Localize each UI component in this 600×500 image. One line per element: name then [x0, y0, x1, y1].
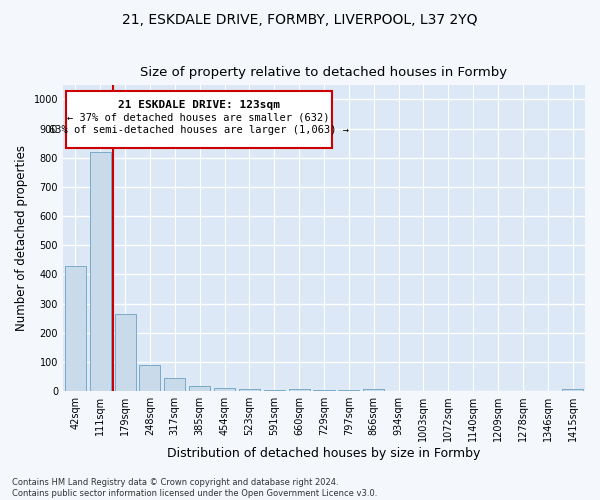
Text: Contains HM Land Registry data © Crown copyright and database right 2024.
Contai: Contains HM Land Registry data © Crown c… — [12, 478, 377, 498]
Bar — [363, 389, 384, 391]
Text: 63% of semi-detached houses are larger (1,063) →: 63% of semi-detached houses are larger (… — [49, 124, 349, 134]
Bar — [89, 152, 111, 391]
X-axis label: Distribution of detached houses by size in Formby: Distribution of detached houses by size … — [167, 447, 481, 460]
Bar — [289, 389, 310, 391]
Bar — [115, 314, 136, 391]
Bar — [164, 378, 185, 391]
Bar — [214, 388, 235, 391]
FancyBboxPatch shape — [65, 91, 332, 148]
Bar — [388, 390, 409, 391]
Title: Size of property relative to detached houses in Formby: Size of property relative to detached ho… — [140, 66, 508, 80]
Bar — [65, 266, 86, 391]
Bar — [313, 390, 335, 391]
Text: 21, ESKDALE DRIVE, FORMBY, LIVERPOOL, L37 2YQ: 21, ESKDALE DRIVE, FORMBY, LIVERPOOL, L3… — [122, 12, 478, 26]
Bar — [338, 390, 359, 391]
Bar — [189, 386, 210, 391]
Bar — [239, 389, 260, 391]
Text: ← 37% of detached houses are smaller (632): ← 37% of detached houses are smaller (63… — [67, 112, 330, 122]
Y-axis label: Number of detached properties: Number of detached properties — [15, 145, 28, 331]
Bar — [139, 365, 160, 391]
Text: 21 ESKDALE DRIVE: 123sqm: 21 ESKDALE DRIVE: 123sqm — [118, 100, 280, 110]
Bar — [263, 390, 285, 391]
Bar — [562, 389, 583, 391]
